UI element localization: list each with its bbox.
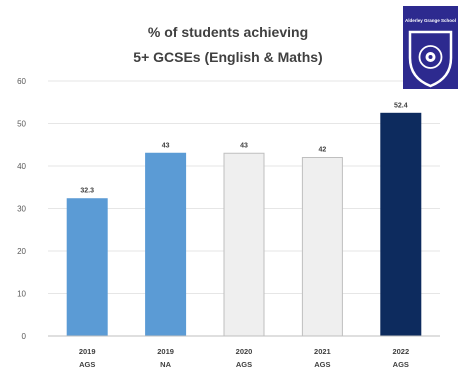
bar <box>66 198 108 337</box>
bar-data-label: 32.3 <box>80 188 94 195</box>
bar <box>380 112 422 337</box>
rose-emblem-icon <box>418 45 443 69</box>
bar <box>223 152 265 337</box>
bar-data-label: 42 <box>319 147 327 154</box>
school-crest-logo: Alderley Grange School <box>403 6 458 89</box>
x-tick-label-year: 2019 <box>79 347 96 356</box>
y-tick-label: 10 <box>17 290 26 299</box>
chart-title-line-1: % of students achieving <box>148 24 308 40</box>
x-tick-label-year: 2019 <box>157 347 174 356</box>
rose-emblem-core-icon <box>428 55 433 59</box>
y-tick-label: 60 <box>17 77 26 86</box>
x-tick-label-year: 2020 <box>236 347 253 356</box>
x-tick-label-group: NA <box>160 360 171 369</box>
logo-wordmark: Alderley Grange School <box>405 18 456 23</box>
bar-data-label: 52.4 <box>394 102 408 109</box>
chart-title-line-2: 5+ GCSEs (English & Maths) <box>133 49 322 65</box>
x-tick-label-group: AGS <box>314 360 330 369</box>
y-tick-label: 30 <box>17 205 26 214</box>
y-tick-label: 40 <box>17 162 26 171</box>
x-tick-label-group: AGS <box>393 360 409 369</box>
y-axis-ticks: 0 10 20 30 40 50 60 <box>17 77 26 341</box>
bars <box>66 112 422 337</box>
y-tick-label: 0 <box>22 332 27 341</box>
bar-data-label: 43 <box>240 142 248 149</box>
x-tick-label-group: AGS <box>236 360 252 369</box>
y-tick-label: 20 <box>17 247 26 256</box>
bar-data-label: 43 <box>162 142 170 149</box>
data-labels: 32.3 43 43 42 52.4 <box>80 102 407 194</box>
x-tick-label-group: AGS <box>79 360 95 369</box>
y-tick-label: 50 <box>17 120 26 129</box>
bar <box>301 157 343 337</box>
x-axis-labels: 2019 AGS 2019 NA 2020 AGS 2021 AGS 2022 AGS <box>79 347 409 369</box>
x-tick-label-year: 2021 <box>314 347 331 356</box>
x-tick-label-year: 2022 <box>392 347 409 356</box>
bar <box>145 152 187 337</box>
